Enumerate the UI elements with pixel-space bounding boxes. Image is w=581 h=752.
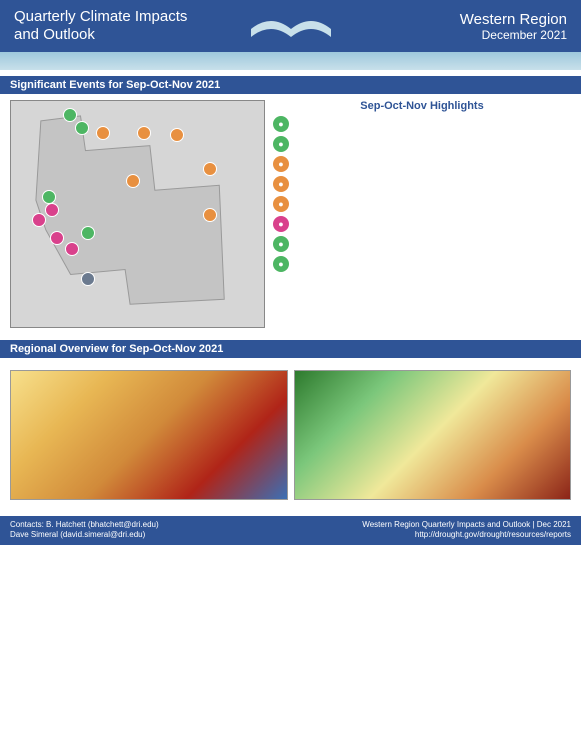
map-event-icon — [81, 226, 95, 240]
highlight-icon: ● — [273, 236, 289, 252]
highlight-icon: ● — [273, 256, 289, 272]
highlight-icon: ● — [273, 116, 289, 132]
map-event-icon — [81, 272, 95, 286]
footer-line1: Western Region Quarterly Impacts and Out… — [362, 520, 571, 530]
map-event-icon — [50, 231, 64, 245]
highlight-item: ● — [273, 176, 571, 192]
sub-bar — [0, 52, 581, 70]
highlight-icon: ● — [273, 156, 289, 172]
highlight-icon: ● — [273, 196, 289, 212]
date: December 2021 — [460, 28, 567, 42]
highlights-title: Sep-Oct-Nov Highlights — [273, 100, 571, 112]
chart-map — [10, 370, 288, 500]
map-event-icon — [203, 208, 217, 222]
highlight-icon: ● — [273, 216, 289, 232]
highlight-item: ● — [273, 156, 571, 172]
highlight-item: ● — [273, 256, 571, 272]
title-line2: and Outlook — [14, 26, 187, 44]
map-event-icon — [137, 126, 151, 140]
footer-right: Western Region Quarterly Impacts and Out… — [362, 520, 571, 541]
header: Quarterly Climate Impacts and Outlook We… — [0, 0, 581, 52]
title-line1: Quarterly Climate Impacts — [14, 8, 187, 26]
map-event-icon — [170, 128, 184, 142]
highlight-item: ● — [273, 196, 571, 212]
footer: Contacts: B. Hatchett (bhatchett@dri.edu… — [0, 516, 581, 545]
section2-title: Regional Overview for Sep-Oct-Nov 2021 — [0, 340, 581, 358]
chart-map — [294, 370, 572, 500]
events-map — [10, 100, 265, 328]
highlight-item: ● — [273, 216, 571, 232]
highlights: Sep-Oct-Nov Highlights ● ● ● ● ● ● ● ● — [273, 100, 571, 328]
highlight-icon: ● — [273, 136, 289, 152]
overview-column — [10, 368, 288, 504]
highlight-item: ● — [273, 136, 571, 152]
map-event-icon — [32, 213, 46, 227]
highlight-item: ● — [273, 236, 571, 252]
highlight-item: ● — [273, 116, 571, 132]
contact1: Contacts: B. Hatchett (bhatchett@dri.edu… — [10, 520, 159, 530]
header-right: Western Region December 2021 — [460, 11, 567, 42]
map-event-icon — [63, 108, 77, 122]
section1-title: Significant Events for Sep-Oct-Nov 2021 — [0, 76, 581, 94]
contact2: Dave Simeral (david.simeral@dri.edu) — [10, 530, 159, 540]
footer-contacts: Contacts: B. Hatchett (bhatchett@dri.edu… — [10, 520, 159, 541]
region: Western Region — [460, 11, 567, 28]
highlight-icon: ● — [273, 176, 289, 192]
map-event-icon — [96, 126, 110, 140]
map-event-icon — [42, 190, 56, 204]
wave-icon — [246, 11, 336, 41]
overview-column — [294, 368, 572, 504]
footer-line2: http://drought.gov/drought/resources/rep… — [362, 530, 571, 540]
doc-title: Quarterly Climate Impacts and Outlook — [14, 8, 187, 44]
